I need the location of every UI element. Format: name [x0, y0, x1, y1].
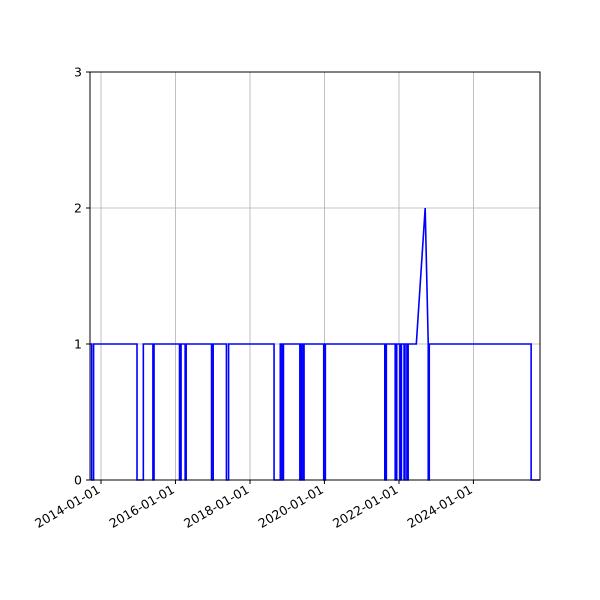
y-tick-label: 3	[74, 65, 82, 80]
y-tick-label: 2	[74, 201, 82, 216]
y-tick-label: 0	[74, 473, 82, 488]
plot-frame	[89, 71, 541, 481]
y-axis: 0 1 2 3	[74, 65, 90, 488]
y-tick-label: 1	[74, 337, 82, 352]
